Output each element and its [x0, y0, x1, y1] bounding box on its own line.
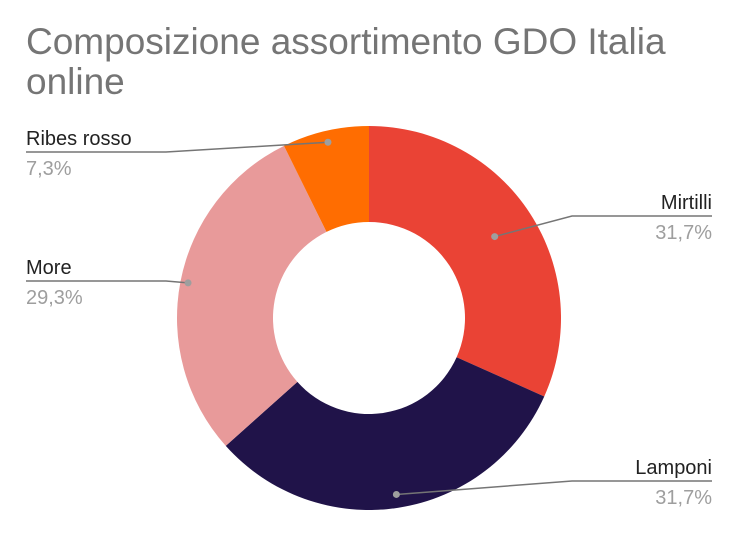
leader-line-lamponi: [396, 480, 712, 496]
leader-dot-lamponi: [392, 490, 400, 498]
leader-line-more: [26, 280, 189, 284]
slice-label-mirtilli: Mirtilli: [661, 192, 712, 214]
slice-ribes-rosso: [283, 126, 369, 232]
slice-label-lamponi: Lamponi: [635, 457, 712, 479]
slice-value-more: 29,3%: [26, 287, 83, 309]
slice-value-lamponi: 31,7%: [655, 487, 712, 509]
chart-title: Composizione assortimento GDO Italia onl…: [26, 21, 666, 102]
leader-dot-mirtilli: [491, 233, 499, 241]
leader-line-ribes-rosso: [26, 141, 329, 153]
slice-label-ribes-rosso: Ribes rosso: [26, 128, 132, 150]
slice-value-ribes-rosso: 7,3%: [26, 158, 72, 180]
slice-value-mirtilli: 31,7%: [655, 222, 712, 244]
slice-lamponi: [225, 357, 545, 510]
leader-dot-ribes-rosso: [324, 138, 332, 146]
slice-label-more: More: [26, 257, 72, 279]
leader-dot-more: [184, 279, 192, 287]
leader-line-mirtilli: [494, 215, 712, 238]
slice-more: [177, 145, 327, 446]
slice-mirtilli: [369, 126, 561, 397]
